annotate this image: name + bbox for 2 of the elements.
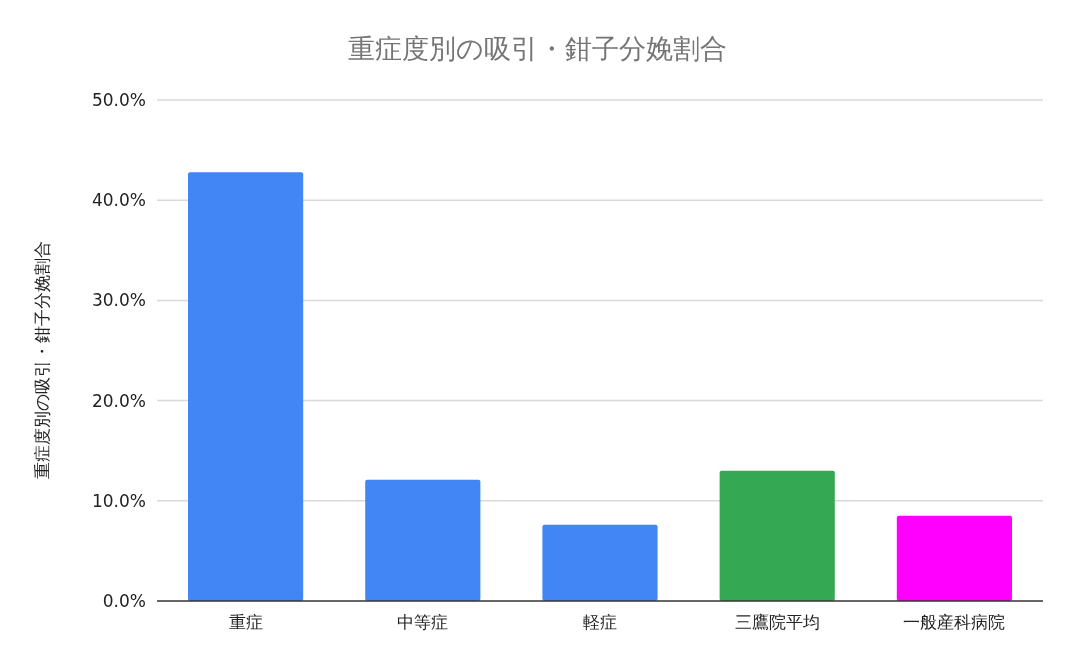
ylabel: 重症度別の吸引・鉗子分娩割合	[32, 241, 52, 479]
title: 重症度別の吸引・鉗子分娩割合	[347, 33, 727, 64]
